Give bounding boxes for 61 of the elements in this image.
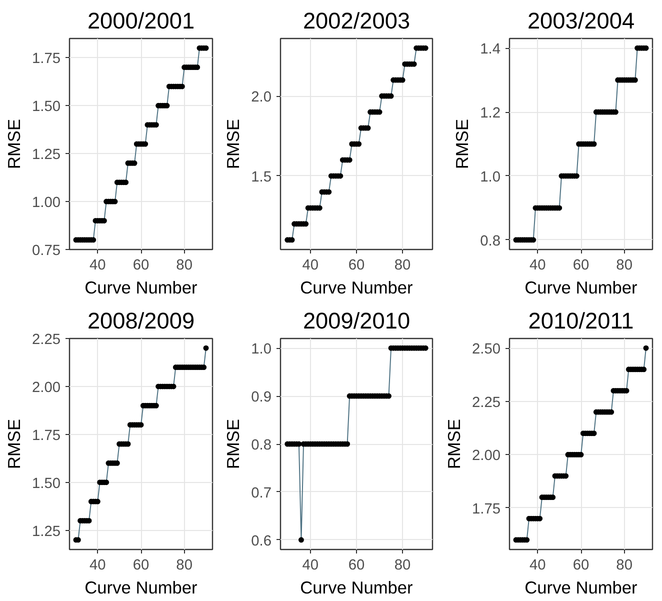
y-tick-label: 1.75 xyxy=(32,428,61,444)
y-tick-label: 1.50 xyxy=(32,99,61,116)
chart-title: 2003/2004 xyxy=(527,8,635,34)
x-axis-title: Curve Number xyxy=(84,278,198,298)
chart-title: 2009/2010 xyxy=(302,308,410,334)
y-tick-label: 0.6 xyxy=(251,533,272,550)
y-tick-label: 1.75 xyxy=(472,501,501,518)
x-tick-label: 80 xyxy=(394,558,411,574)
y-tick-label: 2.00 xyxy=(32,380,61,396)
y-tick-label: 1.25 xyxy=(32,147,61,164)
x-tick-label: 40 xyxy=(90,258,106,274)
x-tick-label: 80 xyxy=(394,258,411,274)
y-tick-label: 1.0 xyxy=(251,342,272,358)
y-axis-title: RMSE xyxy=(223,118,244,170)
x-tick-label: 40 xyxy=(90,558,106,574)
y-tick-label: 1.75 xyxy=(32,51,61,68)
chart-title: 2002/2003 xyxy=(302,8,410,34)
y-tick-label: 0.7 xyxy=(251,485,272,502)
y-tick-label: 1.50 xyxy=(32,476,61,492)
chart-title: 2010/2011 xyxy=(528,308,634,334)
y-tick-label: 2.50 xyxy=(472,342,501,358)
x-tick-label: 40 xyxy=(302,258,319,274)
y-tick-label: 0.75 xyxy=(32,243,61,259)
y-tick-label: 2.25 xyxy=(32,332,61,348)
x-tick-label: 40 xyxy=(530,258,546,274)
x-tick-label: 60 xyxy=(132,558,150,574)
chart-title: 2008/2009 xyxy=(87,308,195,334)
y-axis-title: RMSE xyxy=(452,118,472,170)
y-tick-label: 0.9 xyxy=(251,390,272,406)
y-tick-label: 0.8 xyxy=(251,438,272,454)
y-axis-title: RMSE xyxy=(444,418,464,470)
x-axis-title: Curve Number xyxy=(300,578,414,598)
x-axis-title: Curve Number xyxy=(84,578,198,598)
x-axis-title: Curve Number xyxy=(524,278,638,298)
x-tick-label: 60 xyxy=(348,558,365,574)
x-axis-title: Curve Number xyxy=(524,578,638,598)
x-tick-label: 60 xyxy=(132,258,150,274)
x-tick-label: 80 xyxy=(616,258,632,274)
y-tick-label: 0.8 xyxy=(480,233,500,250)
y-axis-title: RMSE xyxy=(4,418,24,470)
x-tick-label: 80 xyxy=(616,558,632,574)
y-tick-label: 2.00 xyxy=(472,448,501,464)
y-tick-label: 1.0 xyxy=(480,169,500,186)
y-axis-title: RMSE xyxy=(223,418,244,470)
y-tick-label: 1.5 xyxy=(251,169,272,186)
x-tick-label: 60 xyxy=(572,258,590,274)
x-tick-label: 40 xyxy=(530,558,546,574)
y-axis-title: RMSE xyxy=(4,118,24,170)
x-tick-label: 60 xyxy=(572,558,590,574)
y-tick-label: 1.00 xyxy=(32,195,61,212)
y-tick-label: 1.25 xyxy=(32,524,61,540)
x-axis-title: Curve Number xyxy=(300,278,414,298)
y-tick-label: 2.25 xyxy=(472,394,501,411)
y-tick-label: 2.0 xyxy=(251,90,272,106)
x-tick-label: 40 xyxy=(302,558,319,574)
chart-title: 2000/2001 xyxy=(87,8,195,34)
y-tick-label: 1.4 xyxy=(480,42,500,58)
x-tick-label: 80 xyxy=(176,258,192,274)
x-tick-label: 60 xyxy=(348,258,365,274)
y-tick-label: 1.2 xyxy=(480,106,500,122)
x-tick-label: 80 xyxy=(176,558,192,574)
